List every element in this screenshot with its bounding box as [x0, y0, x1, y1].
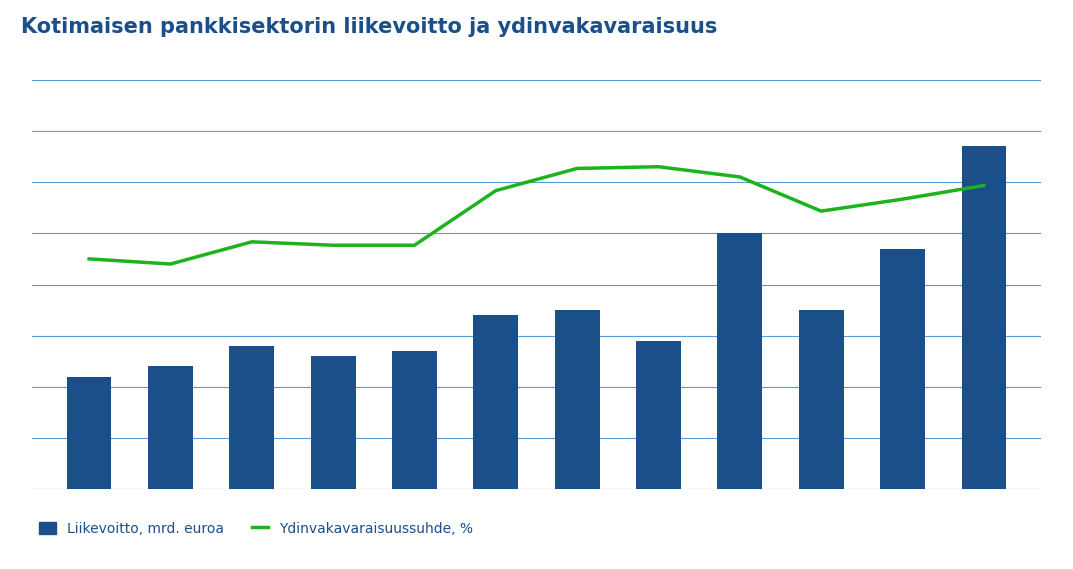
Bar — [311, 356, 355, 489]
Bar — [636, 341, 681, 489]
Bar — [961, 146, 1006, 489]
Bar — [798, 310, 843, 489]
Bar — [718, 233, 762, 489]
Bar — [880, 249, 925, 489]
Text: Kotimaisen pankkisektorin liikevoitto ja ydinvakavaraisuus: Kotimaisen pankkisektorin liikevoitto ja… — [21, 17, 718, 37]
Bar — [392, 351, 437, 489]
Bar — [555, 310, 600, 489]
Legend: Liikevoitto, mrd. euroa, Ydinvakavaraisuussuhde, %: Liikevoitto, mrd. euroa, Ydinvakavaraisu… — [39, 522, 473, 535]
Bar — [230, 346, 275, 489]
Bar — [67, 377, 112, 489]
Bar — [473, 315, 518, 489]
Bar — [148, 366, 193, 489]
